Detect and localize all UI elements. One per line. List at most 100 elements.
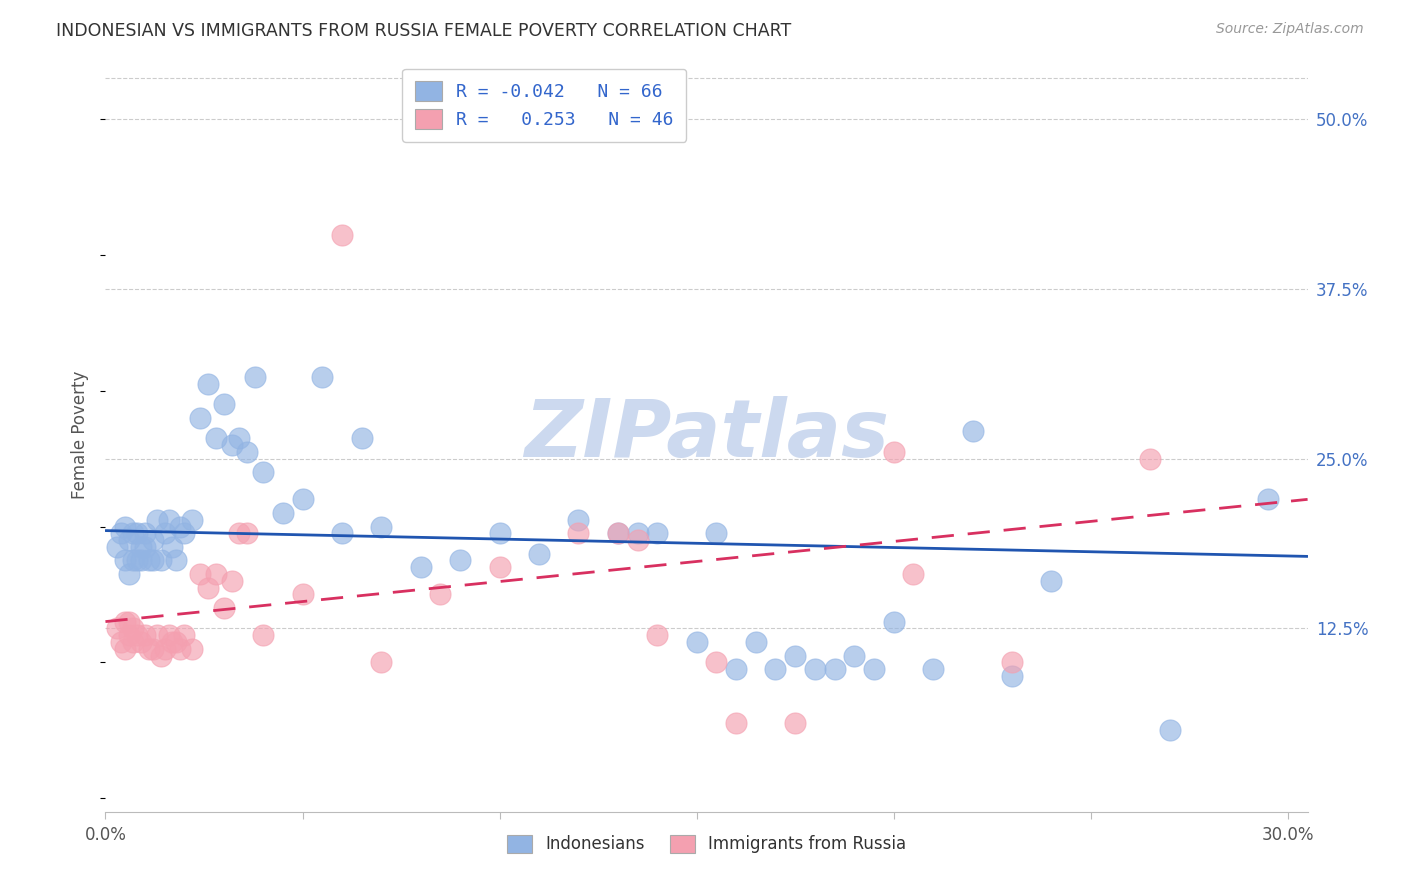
Point [134,628,156,642]
Point [204,431,226,445]
Point [330,227,353,242]
Point [567,526,589,541]
Point [181,513,204,527]
Point [114,615,136,629]
Point [110,526,132,541]
Point [236,445,259,459]
Point [311,370,333,384]
Point [291,587,314,601]
Point [204,567,226,582]
Point [252,628,274,642]
Text: INDONESIAN VS IMMIGRANTS FROM RUSSIA FEMALE POVERTY CORRELATION CHART: INDONESIAN VS IMMIGRANTS FROM RUSSIA FEM… [56,22,792,40]
Point [134,540,156,554]
Point [157,513,180,527]
Point [645,628,668,642]
Point [245,370,267,384]
Point [409,560,432,574]
Point [922,662,945,676]
Point [567,513,589,527]
Point [228,431,250,445]
Point [626,533,648,547]
Point [449,553,471,567]
Point [1159,723,1181,738]
Point [114,553,136,567]
Point [181,641,204,656]
Point [824,662,846,676]
Point [169,519,191,533]
Y-axis label: Female Poverty: Female Poverty [72,371,90,499]
Point [118,567,141,582]
Point [221,438,243,452]
Point [129,553,152,567]
Point [145,628,167,642]
Point [606,526,628,541]
Point [350,431,373,445]
Point [706,656,728,670]
Point [125,628,148,642]
Point [685,635,707,649]
Point [169,641,191,656]
Point [745,635,768,649]
Point [606,526,628,541]
Point [138,641,160,656]
Point [125,526,148,541]
Point [291,492,314,507]
Point [221,574,243,588]
Point [122,553,145,567]
Point [1257,492,1279,507]
Point [706,526,728,541]
Point [134,526,156,541]
Point [228,526,250,541]
Point [197,581,219,595]
Point [118,533,141,547]
Point [105,621,128,635]
Point [626,526,648,541]
Point [122,621,145,635]
Point [1040,574,1063,588]
Point [725,662,748,676]
Point [153,526,176,541]
Point [110,635,132,649]
Point [138,553,160,567]
Point [804,662,827,676]
Point [173,628,195,642]
Point [488,526,510,541]
Point [863,662,886,676]
Point [162,540,184,554]
Point [1001,669,1024,683]
Point [114,519,136,533]
Point [129,635,152,649]
Point [165,553,187,567]
Point [785,648,807,663]
Point [725,716,748,731]
Point [370,656,392,670]
Point [844,648,866,663]
Point [765,662,787,676]
Point [142,553,165,567]
Point [157,628,180,642]
Point [883,445,905,459]
Text: Source: ZipAtlas.com: Source: ZipAtlas.com [1216,22,1364,37]
Point [883,615,905,629]
Point [962,425,984,439]
Point [1001,656,1024,670]
Point [122,635,145,649]
Point [212,601,235,615]
Point [527,547,550,561]
Point [142,533,165,547]
Point [173,526,195,541]
Point [488,560,510,574]
Point [188,410,211,425]
Point [142,641,165,656]
Point [125,553,148,567]
Point [162,635,184,649]
Point [236,526,259,541]
Text: ZIPatlas: ZIPatlas [524,396,889,474]
Legend: Indonesians, Immigrants from Russia: Indonesians, Immigrants from Russia [501,828,912,860]
Point [122,526,145,541]
Point [114,641,136,656]
Point [370,519,392,533]
Point [903,567,925,582]
Point [271,506,294,520]
Point [118,615,141,629]
